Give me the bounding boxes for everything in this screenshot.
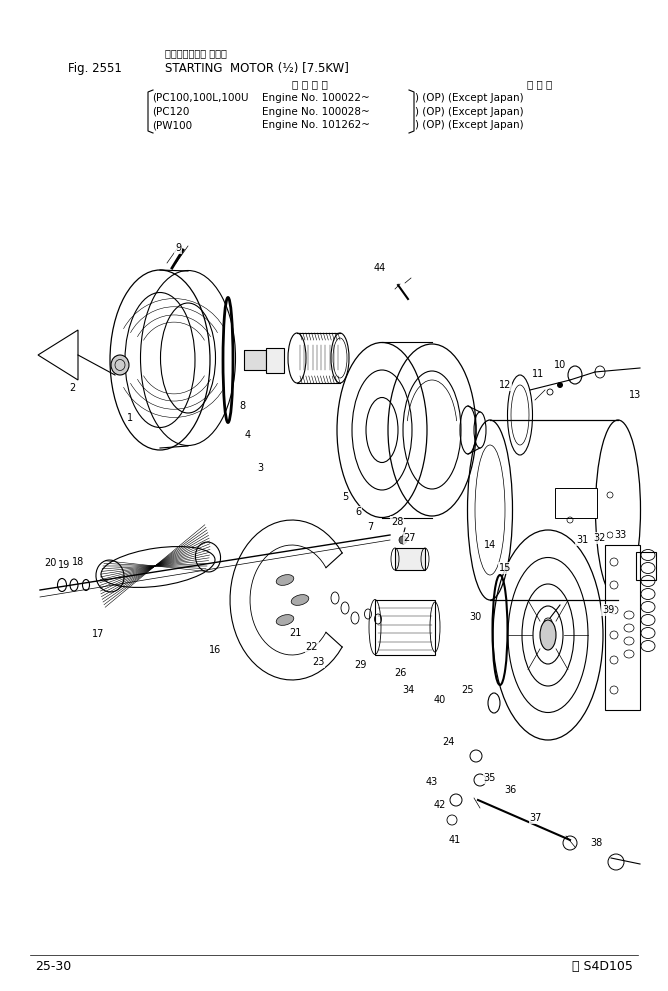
- Text: 17: 17: [92, 629, 104, 639]
- Text: STARTING  MOTOR (½) [7.5KW]: STARTING MOTOR (½) [7.5KW]: [165, 62, 349, 75]
- Text: 23: 23: [312, 657, 324, 667]
- Bar: [244, 350, 266, 370]
- Text: 29: 29: [354, 660, 366, 670]
- Text: 25-30: 25-30: [35, 960, 71, 973]
- Text: 3: 3: [257, 463, 263, 473]
- Text: 22: 22: [306, 642, 318, 652]
- Text: 41: 41: [449, 835, 461, 845]
- Text: 36: 36: [504, 785, 516, 795]
- Ellipse shape: [540, 620, 556, 650]
- Text: 27: 27: [403, 533, 416, 543]
- Text: 5: 5: [342, 492, 348, 502]
- Text: Engine No. 100022~: Engine No. 100022~: [262, 93, 370, 103]
- Text: ) (OP) (Except Japan): ) (OP) (Except Japan): [415, 120, 524, 130]
- Text: 32: 32: [594, 533, 606, 543]
- Text: 4: 4: [245, 430, 251, 440]
- Text: 7: 7: [367, 522, 373, 532]
- Text: 24: 24: [442, 737, 454, 747]
- Text: (PC100,100L,100U: (PC100,100L,100U: [152, 93, 248, 103]
- Text: 25: 25: [462, 685, 474, 695]
- Text: 21: 21: [289, 628, 301, 638]
- Circle shape: [557, 382, 563, 388]
- Text: 30: 30: [469, 612, 481, 622]
- Text: (PW100: (PW100: [152, 120, 192, 130]
- Text: 15: 15: [499, 563, 511, 573]
- Bar: [636, 552, 656, 580]
- Text: 44: 44: [374, 263, 386, 273]
- Text: 26: 26: [394, 668, 406, 678]
- Text: 35: 35: [484, 773, 496, 783]
- Text: 19: 19: [58, 560, 70, 570]
- Text: ) (OP) (Except Japan): ) (OP) (Except Japan): [415, 93, 524, 103]
- Text: 8: 8: [239, 401, 245, 411]
- Ellipse shape: [111, 355, 129, 375]
- Text: 12: 12: [499, 380, 511, 390]
- Text: 42: 42: [434, 800, 446, 810]
- Text: 33: 33: [614, 530, 626, 540]
- Circle shape: [399, 536, 407, 544]
- Text: 28: 28: [391, 517, 403, 527]
- Text: 9: 9: [175, 243, 181, 253]
- Text: (PC120: (PC120: [152, 107, 189, 117]
- Text: 10: 10: [554, 360, 566, 370]
- Text: 34: 34: [402, 685, 414, 695]
- Text: 39: 39: [602, 605, 614, 615]
- Bar: [375, 600, 435, 655]
- Text: スターティング モータ: スターティング モータ: [165, 48, 227, 58]
- Text: 20: 20: [44, 558, 56, 568]
- Text: 2: 2: [69, 383, 75, 393]
- Text: 海 外 向: 海 外 向: [527, 79, 552, 89]
- Text: Fig. 2551: Fig. 2551: [68, 62, 122, 75]
- Ellipse shape: [291, 595, 309, 606]
- Text: 適 用 号 機: 適 用 号 機: [292, 79, 328, 89]
- Text: 37: 37: [530, 813, 542, 823]
- Text: 43: 43: [426, 777, 438, 787]
- Ellipse shape: [276, 575, 294, 586]
- Bar: [395, 548, 425, 570]
- Bar: [266, 348, 284, 373]
- Text: Engine No. 100028~: Engine No. 100028~: [262, 107, 370, 117]
- Ellipse shape: [276, 614, 294, 625]
- Text: 6: 6: [355, 507, 361, 517]
- Text: 13: 13: [629, 390, 641, 400]
- Text: 11: 11: [532, 369, 544, 379]
- Text: 14: 14: [484, 540, 496, 550]
- Bar: [605, 545, 640, 710]
- Text: Engine No. 101262~: Engine No. 101262~: [262, 120, 370, 130]
- Text: ) (OP) (Except Japan): ) (OP) (Except Japan): [415, 107, 524, 117]
- Text: Ⓢ S4D105: Ⓢ S4D105: [572, 960, 633, 973]
- Text: 1: 1: [127, 413, 133, 423]
- Bar: [555, 488, 597, 518]
- Text: 31: 31: [576, 535, 588, 545]
- Text: 38: 38: [590, 838, 602, 848]
- Text: 18: 18: [72, 557, 84, 567]
- Text: 40: 40: [434, 695, 446, 705]
- Text: 16: 16: [209, 645, 221, 655]
